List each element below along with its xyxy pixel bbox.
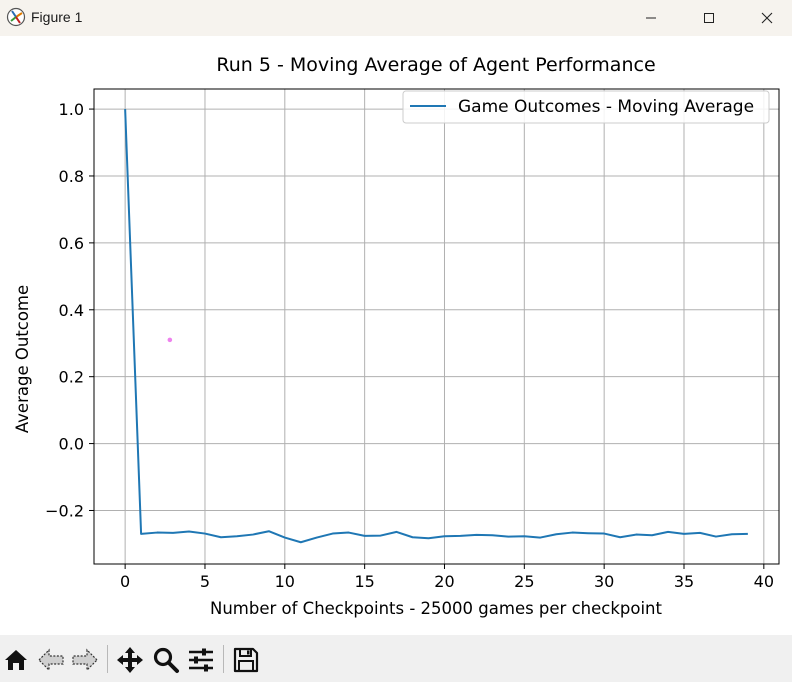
x-tick-label: 10 [275, 572, 295, 591]
x-tick-label: 35 [674, 572, 694, 591]
x-tick-label: 25 [514, 572, 534, 591]
x-axis-ticks: 0 5 10 15 20 25 30 35 40 [120, 564, 774, 591]
zoom-icon [153, 647, 179, 673]
y-tick-label: 0.2 [59, 368, 84, 387]
configure-subplots-button[interactable] [186, 645, 216, 675]
x-tick-label: 5 [200, 572, 210, 591]
legend-box [402, 90, 770, 124]
x-tick-label: 0 [120, 572, 130, 591]
y-axis-label: Average Outcome [13, 285, 32, 433]
x-tick-label: 15 [354, 572, 374, 591]
y-axis-ticks: −0.2 0.0 0.2 0.4 0.6 0.8 1.0 [45, 100, 94, 520]
y-tick-label: 0.6 [59, 234, 84, 253]
data-point [167, 337, 173, 343]
zoom-button[interactable] [151, 645, 181, 675]
save-icon [233, 647, 259, 673]
maximize-icon [704, 13, 714, 23]
back-arrow-icon [38, 648, 64, 672]
extra-points-layer [167, 337, 173, 343]
series-line [124, 109, 748, 544]
x-tick-label: 40 [754, 572, 774, 591]
grid-lines [94, 89, 779, 564]
y-tick-label: 0.8 [59, 167, 84, 186]
save-button[interactable] [231, 645, 261, 675]
legend: Game Outcomes - Moving Average [402, 90, 770, 124]
configure-subplots-icon [189, 648, 213, 672]
back-button[interactable] [36, 645, 66, 675]
y-tick-label: 0.4 [59, 301, 84, 320]
home-icon [5, 650, 27, 670]
navigation-toolbar [0, 635, 792, 682]
y-tick-label: 1.0 [59, 100, 84, 119]
plot-frame [93, 88, 780, 565]
pan-icon [117, 647, 143, 673]
series-layer [124, 109, 748, 544]
toolbar-separator [107, 645, 108, 673]
x-tick-label: 30 [594, 572, 614, 591]
forward-arrow-icon [72, 648, 98, 672]
maximize-button[interactable] [680, 0, 738, 36]
line-chart: Run 5 - Moving Average of Agent Performa… [13, 54, 780, 618]
home-button[interactable] [1, 645, 31, 675]
minimize-icon [646, 17, 656, 19]
window-titlebar: Figure 1 [0, 0, 792, 36]
close-button[interactable] [738, 0, 792, 36]
forward-button[interactable] [70, 645, 100, 675]
legend-label: Game Outcomes - Moving Average [458, 97, 754, 117]
chart-title: Run 5 - Moving Average of Agent Performa… [216, 54, 655, 76]
x-tick-label: 20 [434, 572, 454, 591]
toolbar-separator [223, 645, 224, 673]
x-axis-label: Number of Checkpoints - 25000 games per … [210, 599, 663, 618]
minimize-button[interactable] [622, 0, 680, 36]
pan-button[interactable] [115, 645, 145, 675]
close-icon [761, 12, 773, 24]
y-tick-label: 0.0 [59, 435, 84, 454]
figure-canvas: Run 5 - Moving Average of Agent Performa… [0, 36, 792, 635]
window-title: Figure 1 [31, 9, 83, 25]
y-tick-label: −0.2 [45, 501, 84, 520]
matplotlib-figure-icon [6, 7, 26, 27]
